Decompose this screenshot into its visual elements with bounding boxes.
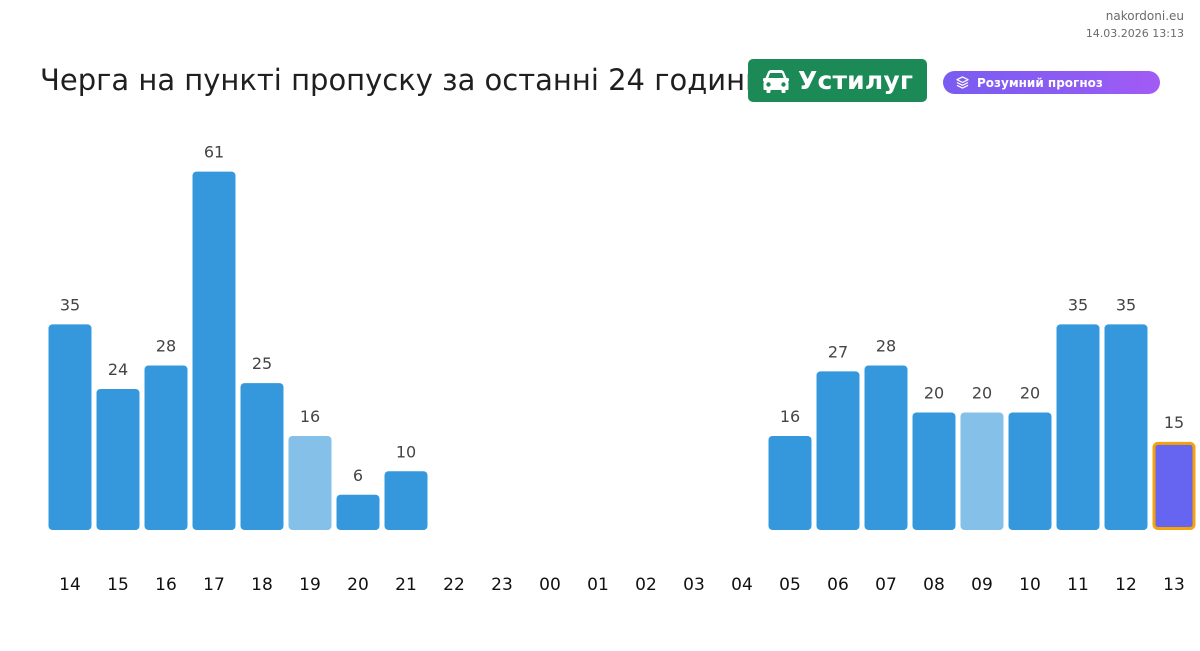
x-tick-label: 05	[779, 575, 801, 595]
smart-forecast-button[interactable]: Розумний прогноз	[943, 71, 1160, 94]
bar[interactable]	[816, 371, 860, 530]
x-tick-label: 17	[203, 575, 225, 595]
bar[interactable]	[240, 383, 284, 530]
bar[interactable]	[192, 171, 236, 530]
site-name[interactable]: nakordoni.eu	[1105, 9, 1184, 23]
x-tick-label: 11	[1067, 575, 1089, 595]
bar[interactable]	[768, 436, 812, 530]
bar-value-label: 15	[1164, 413, 1184, 432]
x-tick-label: 12	[1115, 575, 1137, 595]
bar-value-label: 16	[780, 407, 800, 426]
forecast-label: Розумний прогноз	[977, 75, 1103, 90]
x-tick-label: 14	[59, 575, 81, 595]
x-tick-label: 04	[731, 575, 753, 595]
car-icon	[763, 69, 789, 93]
layers-icon	[956, 76, 969, 89]
bar[interactable]	[288, 436, 332, 530]
bar[interactable]	[1008, 412, 1052, 531]
bar[interactable]	[912, 412, 956, 531]
bar-value-label: 27	[828, 342, 848, 361]
bar[interactable]	[336, 494, 380, 530]
bar-value-label: 28	[876, 337, 896, 356]
bar[interactable]	[384, 471, 428, 530]
x-tick-label: 02	[635, 575, 657, 595]
bar-value-label: 10	[396, 442, 416, 461]
crossing-name: Устилуг	[798, 66, 914, 95]
bar-value-label: 20	[1020, 384, 1040, 403]
bar[interactable]	[1104, 324, 1148, 530]
bar[interactable]	[960, 412, 1004, 531]
bar[interactable]	[96, 389, 140, 530]
x-tick-label: 07	[875, 575, 897, 595]
x-tick-label: 03	[683, 575, 705, 595]
x-tick-label: 13	[1163, 575, 1185, 595]
x-tick-label: 19	[299, 575, 321, 595]
x-tick-label: 16	[155, 575, 177, 595]
brand-block: nakordoni.eu 14.03.2026 13:13	[1086, 9, 1184, 41]
bar-value-label: 35	[1068, 295, 1088, 314]
bar-value-label: 35	[60, 295, 80, 314]
bar-value-label: 25	[252, 354, 272, 373]
bar[interactable]	[48, 324, 92, 530]
bar-current-hour[interactable]	[1152, 441, 1196, 530]
x-tick-label: 01	[587, 575, 609, 595]
page-title: Черга на пункті пропуску за останні 24 г…	[40, 63, 764, 97]
bar[interactable]	[864, 365, 908, 531]
x-tick-label: 08	[923, 575, 945, 595]
x-tick-label: 21	[395, 575, 417, 595]
bar-value-label: 35	[1116, 295, 1136, 314]
x-tick-label: 20	[347, 575, 369, 595]
x-tick-label: 09	[971, 575, 993, 595]
bar[interactable]	[144, 365, 188, 531]
bar[interactable]	[1056, 324, 1100, 530]
x-tick-label: 22	[443, 575, 465, 595]
x-tick-label: 15	[107, 575, 129, 595]
bar-value-label: 20	[924, 384, 944, 403]
bar-value-label: 20	[972, 384, 992, 403]
crossing-badge[interactable]: Устилуг	[748, 59, 927, 102]
x-tick-label: 23	[491, 575, 513, 595]
x-tick-label: 18	[251, 575, 273, 595]
bar-value-label: 61	[204, 143, 224, 162]
bar-value-label: 16	[300, 407, 320, 426]
x-tick-label: 06	[827, 575, 849, 595]
x-tick-label: 00	[539, 575, 561, 595]
bar-value-label: 28	[156, 337, 176, 356]
x-tick-label: 10	[1019, 575, 1041, 595]
bar-value-label: 6	[353, 466, 363, 485]
bar-value-label: 24	[108, 360, 128, 379]
timestamp: 14.03.2026 13:13	[1085, 27, 1184, 40]
